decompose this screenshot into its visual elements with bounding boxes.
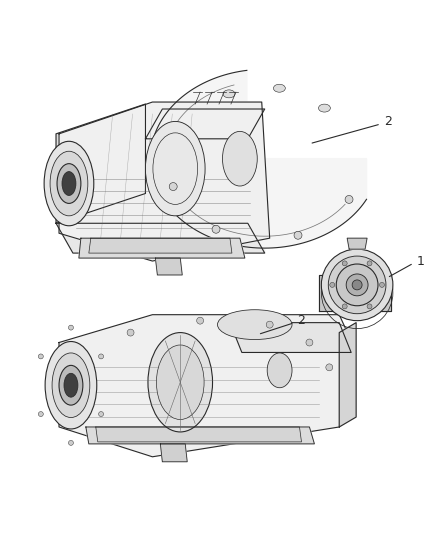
Ellipse shape xyxy=(39,354,43,359)
Polygon shape xyxy=(56,193,265,253)
Polygon shape xyxy=(59,102,270,261)
Ellipse shape xyxy=(223,131,257,186)
Ellipse shape xyxy=(346,274,368,296)
Polygon shape xyxy=(86,427,314,444)
Polygon shape xyxy=(96,427,301,442)
Ellipse shape xyxy=(352,280,362,290)
Ellipse shape xyxy=(169,183,177,190)
Ellipse shape xyxy=(336,264,378,306)
Polygon shape xyxy=(150,70,367,248)
Ellipse shape xyxy=(342,261,347,266)
Ellipse shape xyxy=(330,282,335,287)
Ellipse shape xyxy=(197,317,204,324)
Ellipse shape xyxy=(326,364,333,371)
Ellipse shape xyxy=(145,122,205,216)
Ellipse shape xyxy=(267,353,292,387)
Ellipse shape xyxy=(39,411,43,417)
Ellipse shape xyxy=(44,141,94,226)
Polygon shape xyxy=(160,444,187,462)
Ellipse shape xyxy=(50,151,88,216)
Ellipse shape xyxy=(212,225,220,233)
Ellipse shape xyxy=(294,231,302,239)
Ellipse shape xyxy=(68,325,74,330)
Ellipse shape xyxy=(57,164,81,204)
Ellipse shape xyxy=(45,342,97,429)
Text: 2: 2 xyxy=(384,116,392,128)
Ellipse shape xyxy=(321,249,393,321)
Ellipse shape xyxy=(306,339,313,346)
Polygon shape xyxy=(59,314,354,457)
Ellipse shape xyxy=(273,84,285,92)
Ellipse shape xyxy=(99,354,103,359)
Polygon shape xyxy=(155,258,182,275)
Polygon shape xyxy=(339,322,356,427)
Ellipse shape xyxy=(345,196,353,204)
Ellipse shape xyxy=(68,440,74,446)
Text: 2: 2 xyxy=(297,314,305,327)
Polygon shape xyxy=(347,238,367,249)
Polygon shape xyxy=(89,238,232,253)
Ellipse shape xyxy=(127,329,134,336)
Polygon shape xyxy=(145,109,265,139)
Polygon shape xyxy=(79,238,245,258)
Polygon shape xyxy=(56,104,145,223)
Ellipse shape xyxy=(342,304,347,309)
Ellipse shape xyxy=(367,304,372,309)
Ellipse shape xyxy=(266,321,273,328)
Ellipse shape xyxy=(99,411,103,417)
Ellipse shape xyxy=(367,261,372,266)
Ellipse shape xyxy=(64,373,78,397)
Ellipse shape xyxy=(52,353,90,417)
Ellipse shape xyxy=(62,172,76,196)
Ellipse shape xyxy=(223,90,235,98)
Ellipse shape xyxy=(59,365,83,405)
Ellipse shape xyxy=(379,282,385,287)
Polygon shape xyxy=(319,275,391,311)
Ellipse shape xyxy=(218,310,292,340)
Text: 1: 1 xyxy=(417,255,424,268)
Ellipse shape xyxy=(318,104,330,112)
Ellipse shape xyxy=(148,333,212,432)
Ellipse shape xyxy=(156,345,204,419)
Ellipse shape xyxy=(328,256,386,314)
Polygon shape xyxy=(56,223,265,253)
Polygon shape xyxy=(230,322,351,352)
Polygon shape xyxy=(61,213,270,238)
